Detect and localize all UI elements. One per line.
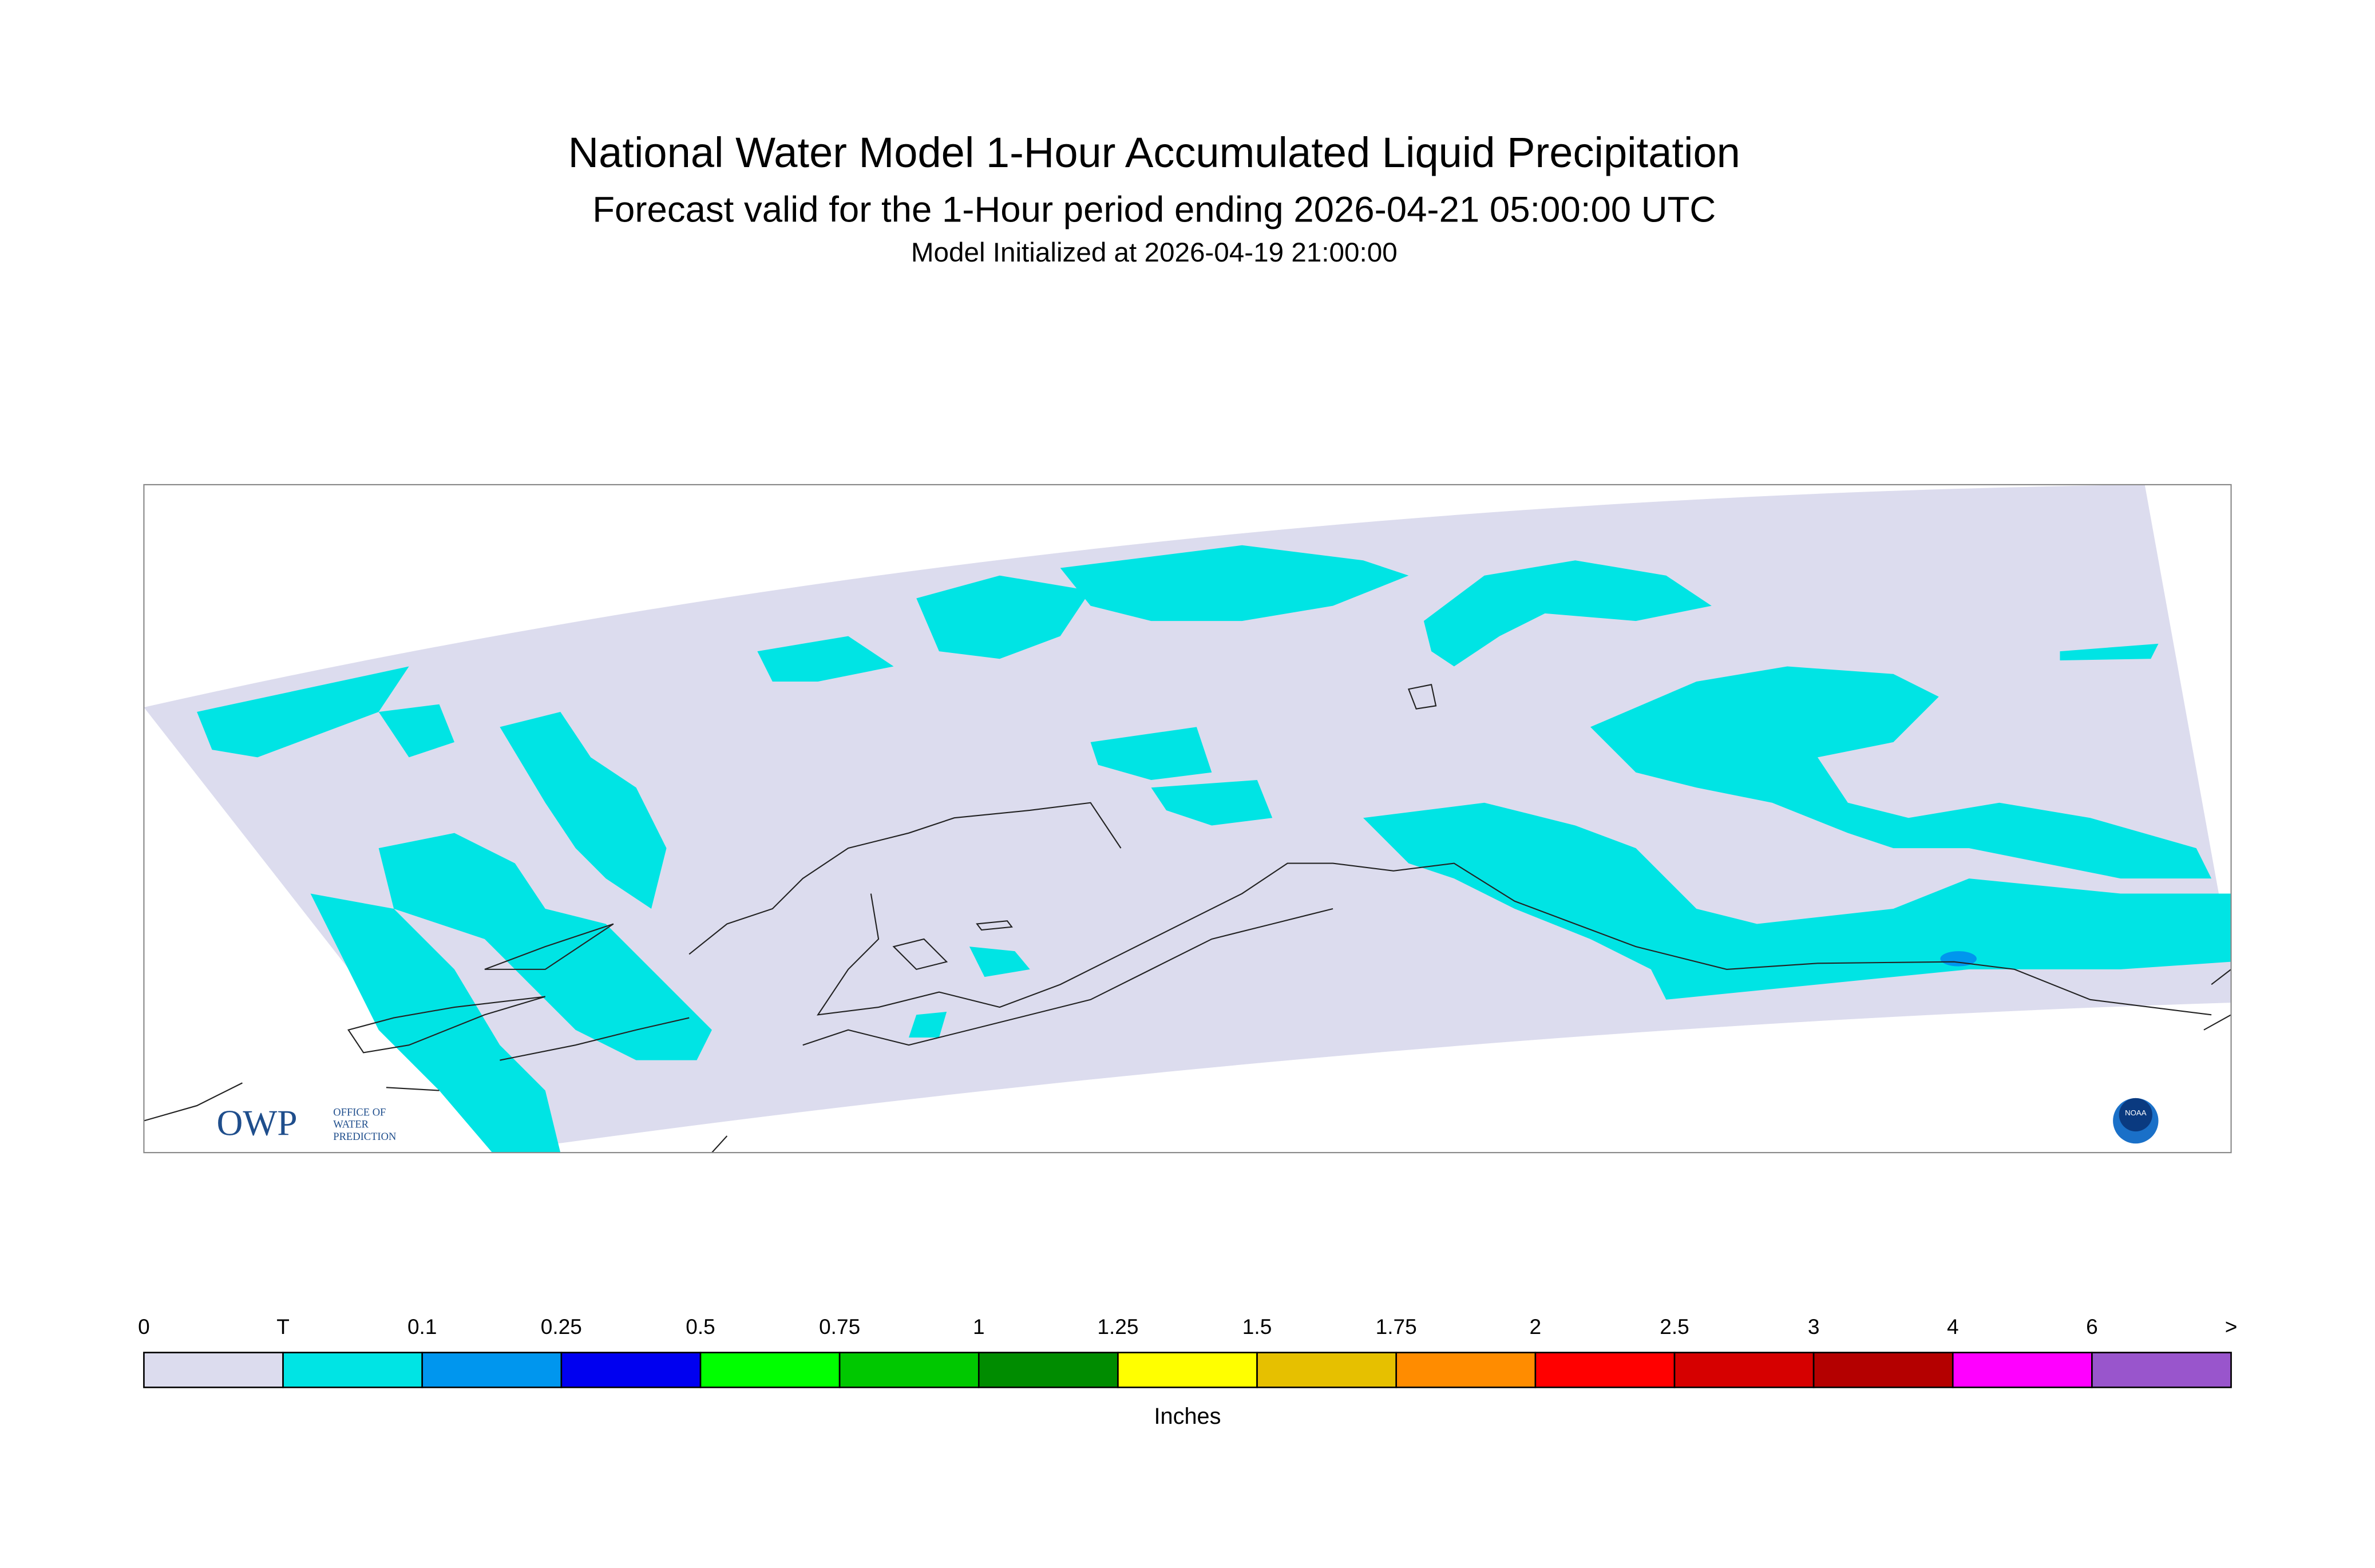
legend-swatch <box>421 1352 563 1388</box>
legend-label: 0 <box>138 1314 150 1339</box>
legend-label: 0.25 <box>541 1314 582 1339</box>
legend-swatch <box>282 1352 423 1388</box>
subtitle: Forecast valid for the 1-Hour period end… <box>592 189 1716 229</box>
legend-label: 0.5 <box>686 1314 715 1339</box>
legend-label: T <box>276 1314 290 1339</box>
legend-units: Inches <box>1154 1404 1221 1429</box>
legend-label: 1.25 <box>1097 1314 1138 1339</box>
agency-name: NOAA <box>2125 1108 2147 1117</box>
legend-swatch <box>1952 1352 2093 1388</box>
legend-swatch <box>1534 1352 1676 1388</box>
legend: 0 T 0.1 0.25 0.5 0.75 1 1.25 1.5 1.75 2 2.5 3 4 6 > <box>138 1314 2238 1388</box>
legend-swatch <box>699 1352 841 1388</box>
logo-line: OFFICE OF <box>333 1107 386 1119</box>
legend-swatch <box>560 1352 702 1388</box>
legend-label: 4 <box>1947 1314 1959 1339</box>
legend-swatch <box>1812 1352 1954 1388</box>
coastlines <box>144 684 2231 1153</box>
legend-swatch <box>1256 1352 1398 1388</box>
map: OWP OFFICE OF WATER PREDICTION NOAA <box>143 484 2232 1154</box>
legend-label: 1.75 <box>1376 1314 1417 1339</box>
title: National Water Model 1-Hour Accumulated … <box>568 129 1740 176</box>
legend-swatch <box>1673 1352 1815 1388</box>
legend-swatch <box>143 1352 284 1388</box>
legend-label: 1 <box>973 1314 985 1339</box>
legend-label: > <box>2225 1314 2238 1339</box>
logo-line: PREDICTION <box>333 1131 396 1143</box>
map-frame <box>143 484 2232 1154</box>
legend-label: 2 <box>1530 1314 1542 1339</box>
legend-label: 2.5 <box>1660 1314 1689 1339</box>
init-time: Model Initialized at 2026-04-19 21:00:00 <box>911 237 1398 268</box>
logo-line: WATER <box>333 1119 369 1131</box>
noaa-logo: NOAA <box>2113 1098 2159 1144</box>
legend-swatch <box>838 1352 980 1388</box>
legend-label: 0.1 <box>407 1314 437 1339</box>
owp-logo: OWP OFFICE OF WATER PREDICTION <box>216 1103 396 1143</box>
legend-label: 3 <box>1808 1314 1820 1339</box>
legend-swatch <box>1395 1352 1537 1388</box>
legend-swatch <box>1117 1352 1258 1388</box>
legend-label: 6 <box>2086 1314 2098 1339</box>
legend-swatch <box>977 1352 1119 1388</box>
legend-label: 1.5 <box>1242 1314 1272 1339</box>
legend-swatch <box>2091 1352 2232 1388</box>
logo-name: OWP <box>216 1103 297 1143</box>
legend-label: 0.75 <box>819 1314 860 1339</box>
